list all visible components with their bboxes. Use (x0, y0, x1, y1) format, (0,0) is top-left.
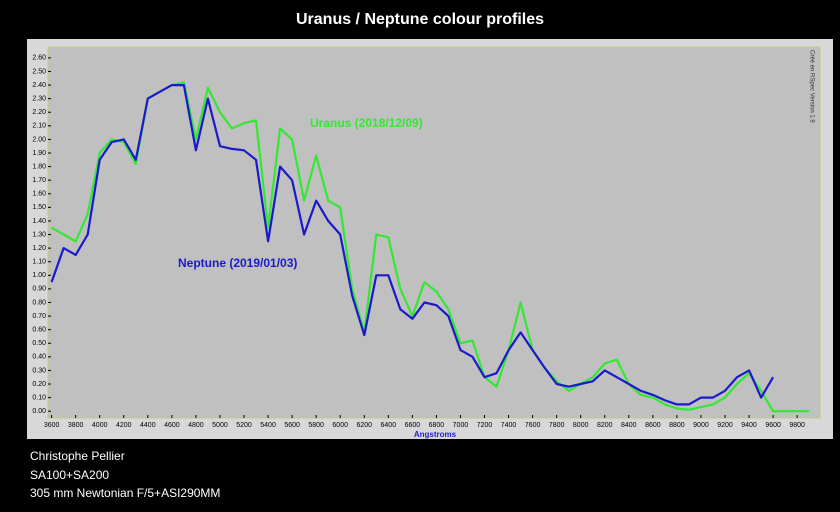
y-tick-label: 2.20 (32, 109, 46, 116)
y-tick-label: 2.40 (32, 82, 46, 89)
y-tick-label: 0.30 (32, 367, 46, 374)
x-tick-label: 4600 (164, 422, 180, 429)
y-tick-label: 1.30 (32, 231, 46, 238)
plot-area (47, 46, 821, 419)
x-tick-label: 3800 (68, 422, 84, 429)
x-tick-label: 8000 (573, 422, 589, 429)
y-tick-label: 1.00 (32, 272, 46, 279)
x-tick-label: 7600 (525, 422, 541, 429)
x-tick-label: 8600 (645, 422, 661, 429)
x-tick-label: 6000 (332, 422, 348, 429)
y-tick-label: 0.00 (32, 408, 46, 415)
x-tick-label: 3600 (44, 422, 60, 429)
y-tick-label: 0.20 (32, 381, 46, 388)
y-tick-label: 1.60 (32, 191, 46, 198)
y-tick-label: 2.30 (32, 95, 46, 102)
y-tick-label: 1.70 (32, 177, 46, 184)
x-tick-label: 6400 (381, 422, 397, 429)
x-tick-label: 5400 (260, 422, 276, 429)
x-axis-label: Angstroms (414, 430, 457, 439)
x-tick-label: 6600 (405, 422, 421, 429)
y-tick-label: 1.20 (32, 245, 46, 252)
x-tick-label: 7800 (549, 422, 565, 429)
x-tick-label: 8800 (669, 422, 685, 429)
x-tick-label: 4000 (92, 422, 108, 429)
y-tick-label: 0.10 (32, 394, 46, 401)
x-tick-label: 7000 (453, 422, 469, 429)
x-tick-label: 4400 (140, 422, 156, 429)
y-tick-label: 0.70 (32, 313, 46, 320)
x-tick-label: 9800 (789, 422, 805, 429)
series-label: Neptune (2019/01/03) (178, 256, 297, 270)
y-tick-label: 1.40 (32, 218, 46, 225)
y-tick-label: 2.50 (32, 68, 46, 75)
credit: Christophe Pellier (30, 449, 125, 463)
x-tick-label: 4200 (116, 422, 132, 429)
y-tick-label: 1.10 (32, 259, 46, 266)
x-tick-label: 5600 (284, 422, 300, 429)
y-tick-label: 0.50 (32, 340, 46, 347)
y-tick-label: 0.80 (32, 299, 46, 306)
y-tick-label: 2.10 (32, 123, 46, 130)
x-tick-label: 7400 (501, 422, 517, 429)
x-tick-label: 5000 (212, 422, 228, 429)
y-tick-label: 2.60 (32, 55, 46, 62)
x-tick-label: 9000 (693, 422, 709, 429)
y-tick-label: 1.50 (32, 204, 46, 211)
series-line (50, 84, 775, 406)
y-tick-label: 0.60 (32, 327, 46, 334)
x-tick-label: 9200 (717, 422, 733, 429)
y-tick-label: 1.80 (32, 163, 46, 170)
x-tick-label: 9600 (765, 422, 781, 429)
x-tick-label: 4800 (188, 422, 204, 429)
x-tick-label: 5200 (236, 422, 252, 429)
x-tick-label: 7200 (477, 422, 493, 429)
x-tick-label: 5800 (308, 422, 324, 429)
credit: 305 mm Newtonian F/5+ASI290MM (30, 486, 220, 500)
chart-title: Uranus / Neptune colour profiles (296, 11, 544, 28)
x-tick-label: 8200 (597, 422, 613, 429)
y-tick-label: 1.90 (32, 150, 46, 157)
credit: SA100+SA200 (30, 468, 109, 482)
y-tick-label: 0.40 (32, 354, 46, 361)
watermark: Créé en RSpec Version 1.9 (808, 50, 814, 123)
x-tick-label: 6800 (429, 422, 445, 429)
y-tick-label: 0.90 (32, 286, 46, 293)
series-label: Uranus (2018/12/09) (310, 116, 423, 130)
y-tick-label: 2.00 (32, 136, 46, 143)
x-tick-label: 9400 (741, 422, 757, 429)
x-tick-label: 6200 (356, 422, 372, 429)
x-tick-label: 8400 (621, 422, 637, 429)
